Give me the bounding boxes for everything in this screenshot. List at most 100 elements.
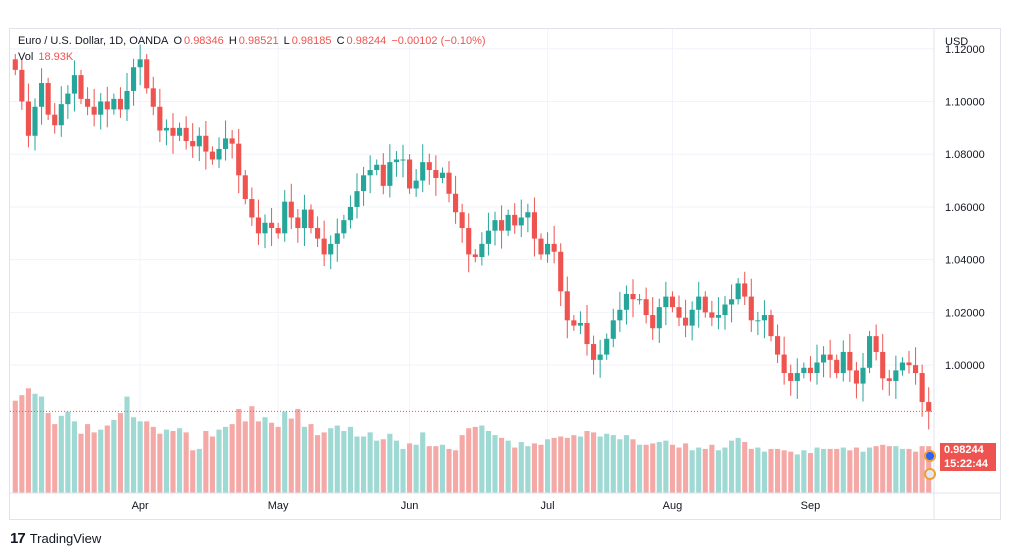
brand-name[interactable]: TradingView — [29, 530, 102, 546]
candle-body — [39, 83, 45, 107]
volume-bar — [748, 448, 754, 493]
volume-bar — [735, 437, 741, 493]
candle-body — [91, 106, 97, 115]
volume-bar — [637, 444, 643, 493]
volume-bar — [860, 451, 866, 493]
candle-body — [571, 320, 577, 326]
axis-layer: 1.12000 1.10000 1.08000 1.06000 1.04000 1.020… — [10, 29, 1000, 519]
volume-bar — [98, 429, 104, 493]
volume-bar — [696, 447, 702, 493]
volume-bar — [610, 435, 616, 493]
candle-body — [735, 283, 741, 300]
volume-bar — [249, 406, 255, 493]
volume-bar — [282, 411, 288, 493]
volume-bar — [229, 424, 235, 493]
volume-bar — [19, 395, 25, 493]
x-tick-label: Jun — [401, 500, 419, 512]
candle-body — [229, 138, 235, 144]
volume-bar — [104, 425, 110, 493]
candle-body — [893, 370, 899, 381]
candle-body — [814, 362, 820, 374]
volume-bar — [913, 451, 919, 493]
chart-frame[interactable]: 1.12000 1.10000 1.08000 1.06000 1.04000 1.020… — [9, 28, 1001, 520]
candle-body — [426, 162, 432, 171]
volume-value: 18.93K — [38, 51, 74, 63]
x-tick-label: May — [268, 500, 289, 512]
volume-bar — [840, 447, 846, 493]
volume-bar — [604, 433, 610, 493]
volume-bar — [650, 443, 656, 493]
volume-bar — [315, 435, 321, 493]
candle-body — [663, 296, 669, 308]
volume-bar — [853, 447, 859, 493]
candle-body — [446, 172, 452, 194]
volume-bar — [899, 448, 905, 493]
volume-bar — [755, 447, 761, 493]
volume-bar — [407, 443, 413, 493]
candle-body — [117, 98, 123, 110]
volume-bar — [663, 440, 669, 493]
candle-body — [584, 322, 590, 345]
candle-body — [742, 283, 748, 297]
globe-icon[interactable] — [924, 450, 936, 462]
candle-body — [860, 367, 866, 384]
chart-svg[interactable]: 1.12000 1.10000 1.08000 1.06000 1.04000 1.020… — [10, 29, 1000, 519]
candle-body — [906, 362, 912, 366]
volume-bar — [295, 408, 301, 493]
volume-bar — [321, 432, 327, 493]
volume-bar — [525, 446, 531, 493]
volume-bar — [558, 436, 564, 493]
candle-body — [499, 220, 505, 231]
volume-bar — [781, 450, 787, 493]
volume-bar — [742, 442, 748, 493]
volume-bar — [170, 431, 176, 493]
volume-bar — [255, 421, 261, 493]
candle-body — [157, 106, 163, 131]
grid-layer — [10, 29, 934, 493]
candle-layer — [12, 44, 932, 430]
candle-body — [288, 201, 294, 218]
high-label: H — [228, 35, 237, 47]
candle-body — [715, 315, 721, 318]
candle-body — [78, 75, 84, 99]
volume-bar — [801, 450, 807, 493]
currency-label: USD — [945, 36, 968, 48]
volume-bar — [505, 440, 511, 493]
volume-bar — [111, 419, 117, 493]
volume-bar — [183, 432, 189, 493]
candle-body — [65, 93, 71, 105]
candle-body — [262, 222, 268, 234]
candle-body — [702, 296, 708, 313]
volume-bar — [847, 450, 853, 493]
volume-bar — [137, 421, 143, 493]
close-value: 0.98244 — [346, 35, 387, 47]
volume-bar — [512, 447, 518, 493]
volume-bar — [117, 413, 123, 493]
candle-body — [761, 315, 767, 321]
open-label: O — [173, 35, 183, 47]
candle-body — [479, 243, 485, 258]
candle-body — [755, 320, 761, 322]
candle-body — [610, 320, 616, 339]
candle-body — [505, 214, 511, 231]
candle-body — [689, 309, 695, 326]
volume-label: Vol — [18, 51, 34, 63]
candle-body — [58, 104, 64, 126]
candle-body — [525, 212, 531, 218]
candle-body — [190, 141, 196, 147]
volume-bar — [538, 444, 544, 493]
candle-body — [98, 101, 104, 115]
volume-bar — [485, 431, 491, 493]
volume-bar — [420, 432, 426, 493]
volume-bar — [328, 428, 334, 493]
x-tick-label: Sep — [801, 500, 821, 512]
volume-bar — [564, 437, 570, 493]
candle-body — [722, 304, 728, 316]
candle-body — [367, 170, 373, 176]
volume-bar — [702, 448, 708, 493]
tradingview-logo[interactable]: 17 — [10, 529, 26, 547]
volume-bar — [177, 428, 183, 493]
calendar-flag-icon[interactable] — [924, 468, 936, 480]
volume-bar — [689, 450, 695, 493]
candle-body — [131, 67, 137, 91]
